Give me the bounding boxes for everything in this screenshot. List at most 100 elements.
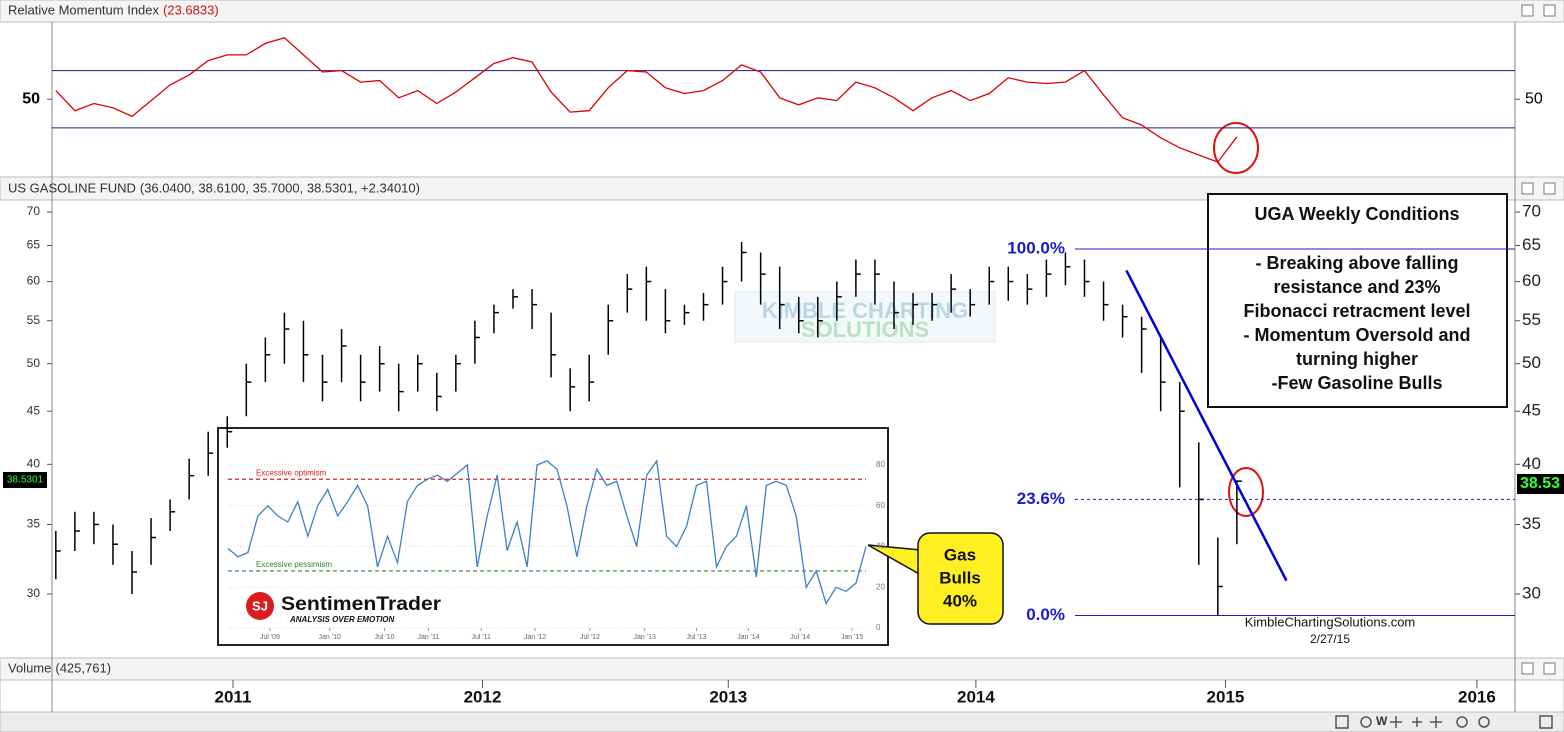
y-tick-label: 30	[27, 586, 41, 600]
x-tick-label: Jul '13	[687, 634, 707, 641]
annotation-text: resistance and 23%	[1273, 277, 1440, 297]
level-label: Excessive pessimism	[256, 560, 332, 569]
refresh-icon[interactable]	[1360, 716, 1372, 728]
x-tick-label: 2012	[464, 687, 502, 706]
maximize-button[interactable]	[1521, 4, 1534, 17]
annotation-text: turning higher	[1296, 349, 1418, 369]
x-tick-label: Jul '10	[375, 634, 395, 641]
panel-title: US GASOLINE FUND	[8, 180, 136, 195]
logo-mark: SJ	[252, 598, 268, 613]
zoom-icon[interactable]	[1390, 716, 1402, 728]
scroll-button[interactable]	[1335, 715, 1349, 729]
y-tick-label: 70	[1522, 202, 1541, 221]
y-tick-label: 60	[27, 274, 41, 288]
callout-text: Bulls	[939, 568, 981, 587]
x-tick-label: Jan '12	[524, 634, 546, 641]
panel-buttons	[1521, 4, 1556, 675]
toolbar	[0, 711, 1564, 732]
date-axis	[0, 679, 1564, 713]
panel-title: Relative Momentum Index	[8, 2, 160, 17]
rmi-line	[55, 36, 1238, 163]
highlight-circle	[1228, 467, 1264, 517]
interval-label[interactable]: W	[1376, 714, 1388, 728]
highlight-circle	[1213, 122, 1259, 174]
toolbar-icons	[1335, 715, 1553, 729]
price-header	[0, 176, 1564, 201]
panel-title: Volume	[8, 660, 51, 675]
last-price-box	[1517, 474, 1564, 494]
x-tick-label: Jan '11	[417, 634, 439, 641]
y-tick-label: 50	[22, 90, 40, 107]
panel-title-value: (425,761)	[55, 660, 111, 675]
fib-label: 0.0%	[1026, 605, 1065, 624]
chart-layer: Relative Momentum Index (23.6833) 50 50 US G…	[3, 2, 1564, 706]
crosshair-icon[interactable]	[1430, 716, 1442, 728]
y-tick-label: 55	[27, 313, 41, 327]
maximize-button[interactable]	[1521, 662, 1534, 675]
y-tick-label: 45	[1522, 401, 1541, 420]
y-tick-label: 60	[1522, 271, 1541, 290]
y-tick-label: 60	[876, 501, 885, 510]
y-tick-label: 65	[27, 238, 41, 252]
plus-icon[interactable]	[1478, 716, 1490, 728]
footer-text: 2/27/15	[1310, 632, 1350, 646]
x-tick-label: Jan '15	[841, 634, 863, 641]
logo-subtitle: ANALYSIS OVER EMOTION	[289, 615, 395, 624]
callout-text: 40%	[943, 591, 977, 610]
logo-badge	[246, 592, 274, 620]
inset-chart	[217, 427, 889, 646]
x-tick-label: 2014	[957, 687, 995, 706]
panel-title-value: (23.6833)	[163, 2, 219, 17]
close-button[interactable]	[1543, 4, 1556, 17]
annotation-text: - Momentum Oversold and	[1243, 325, 1470, 345]
callout-text: Gas	[944, 545, 976, 564]
y-tick-label: 35	[1522, 514, 1541, 533]
footer-text: KimbleChartingSolutions.com	[1245, 614, 1416, 629]
y-tick-label: 50	[1522, 353, 1541, 372]
y-tick-label: 30	[1522, 583, 1541, 602]
annotation-text: -Few Gasoline Bulls	[1271, 373, 1442, 393]
x-tick-label: Jul '12	[580, 634, 600, 641]
y-tick-label: 80	[876, 460, 885, 469]
rmi-header	[0, 0, 1564, 23]
logo-title: SentimenTrader	[281, 594, 442, 615]
x-tick-label: Jan '13	[634, 634, 656, 641]
y-tick-label: 45	[27, 403, 41, 417]
y-tick-label: 55	[1522, 310, 1541, 329]
y-tick-label: 40	[27, 456, 41, 470]
x-tick-label: Jan '14	[737, 634, 759, 641]
y-tick-label: 50	[27, 356, 41, 370]
last-price-label: 38.5301	[7, 475, 44, 486]
y-tick-label: 20	[876, 582, 885, 591]
level-label: Excessive optimism	[256, 468, 327, 477]
y-tick-label: 35	[27, 517, 41, 531]
callout-box	[917, 532, 1004, 625]
y-tick-label: 40	[1522, 454, 1541, 473]
last-price-label: 38.53	[1520, 475, 1560, 492]
y-tick-label: 0	[876, 623, 881, 632]
x-tick-label: Jul '09	[260, 634, 280, 641]
watermark: KIMBLE CHARTING	[762, 298, 969, 323]
last-price-box	[3, 472, 47, 488]
move-icon[interactable]	[1412, 717, 1422, 727]
maximize-button[interactable]	[1521, 182, 1534, 195]
close-button[interactable]	[1543, 182, 1556, 195]
x-tick-label: Jul '11	[471, 634, 491, 641]
x-tick-label: 2015	[1207, 687, 1245, 706]
annotation-text: UGA Weekly Conditions	[1254, 204, 1459, 224]
x-tick-label: Jul '14	[790, 634, 810, 641]
y-tick-label: 65	[1522, 235, 1541, 254]
minus-icon[interactable]	[1456, 716, 1468, 728]
scroll-button[interactable]	[1539, 715, 1553, 729]
annotation-text: - Breaking above falling	[1255, 253, 1458, 273]
y-tick-label: 50	[1525, 90, 1543, 107]
y-tick-label: 70	[27, 204, 41, 218]
volume-header	[0, 657, 1564, 681]
panel-title-value: (36.0400, 38.6100, 35.7000, 38.5301, +2.…	[140, 180, 420, 195]
x-tick-label: 2016	[1458, 687, 1496, 706]
y-tick-label: 40	[876, 542, 885, 551]
annotation-text: Fibonacci retracment level	[1243, 301, 1470, 321]
close-button[interactable]	[1543, 662, 1556, 675]
fib-label: 100.0%	[1007, 238, 1065, 257]
